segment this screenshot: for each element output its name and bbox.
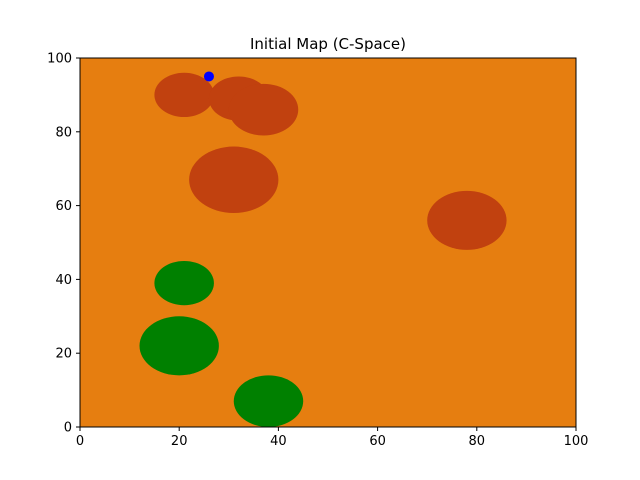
x-axis: 0 20 40 60 80 100 bbox=[76, 427, 589, 449]
y-tick-label: 0 bbox=[64, 421, 72, 436]
y-axis: 0 20 40 60 80 100 bbox=[47, 52, 80, 436]
obstacle-region-3 bbox=[189, 146, 279, 213]
x-tick-label: 80 bbox=[469, 434, 486, 449]
obstacle-region-4 bbox=[427, 190, 507, 250]
x-tick-label: 20 bbox=[171, 434, 188, 449]
y-tick-label: 20 bbox=[55, 347, 72, 362]
goal-region-6 bbox=[139, 316, 219, 376]
y-tick-label: 80 bbox=[55, 125, 72, 140]
goal-region-5 bbox=[154, 260, 214, 306]
obstacle-region-0 bbox=[154, 72, 214, 118]
points-layer bbox=[203, 71, 214, 82]
position-marker-0 bbox=[203, 71, 214, 82]
goal-region-7 bbox=[233, 375, 304, 428]
plot-background bbox=[80, 58, 576, 427]
plot-area bbox=[79, 57, 577, 428]
chart-title: Initial Map (C-Space) bbox=[250, 35, 406, 53]
x-tick-label: 100 bbox=[564, 434, 589, 449]
y-tick-label: 40 bbox=[55, 273, 72, 288]
y-tick-label: 60 bbox=[55, 199, 72, 214]
x-tick-label: 40 bbox=[270, 434, 287, 449]
x-tick-label: 60 bbox=[369, 434, 386, 449]
obstacle-region-2 bbox=[228, 83, 299, 136]
axes-frame bbox=[79, 57, 577, 428]
y-tick-label: 100 bbox=[47, 52, 72, 67]
regions-layer bbox=[139, 72, 507, 428]
x-tick-label: 0 bbox=[76, 434, 84, 449]
